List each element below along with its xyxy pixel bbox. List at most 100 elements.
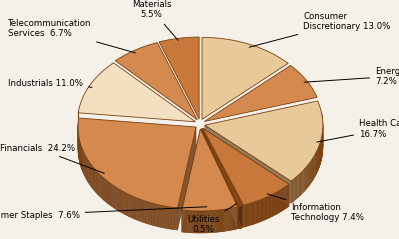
Polygon shape [271,195,272,217]
Polygon shape [196,211,197,233]
Text: Information
Technology 7.4%: Information Technology 7.4% [267,194,364,223]
Polygon shape [203,211,204,233]
Polygon shape [252,202,253,225]
Polygon shape [234,207,235,230]
Polygon shape [220,210,221,232]
Text: Telecommunication
Services  6.7%: Telecommunication Services 6.7% [8,19,135,53]
Polygon shape [230,208,231,230]
Polygon shape [87,158,88,181]
Polygon shape [214,210,215,232]
Polygon shape [203,128,289,206]
Polygon shape [258,200,259,223]
Polygon shape [300,172,302,195]
Polygon shape [244,205,245,227]
Polygon shape [314,154,315,177]
Polygon shape [140,199,143,222]
Polygon shape [278,191,279,213]
Polygon shape [317,148,318,172]
Text: Materials
5.5%: Materials 5.5% [132,0,178,40]
Polygon shape [105,179,107,203]
Polygon shape [160,205,163,228]
Polygon shape [202,38,288,120]
Polygon shape [225,209,226,231]
Polygon shape [80,143,81,167]
Polygon shape [229,208,230,230]
Polygon shape [118,188,120,212]
Polygon shape [316,151,317,175]
Polygon shape [253,202,254,224]
Polygon shape [286,186,287,208]
Polygon shape [319,144,320,168]
Polygon shape [201,211,202,233]
Polygon shape [273,194,274,216]
Polygon shape [260,200,261,222]
Polygon shape [215,210,216,232]
Polygon shape [138,198,140,221]
Polygon shape [237,207,238,229]
Polygon shape [315,153,316,176]
Polygon shape [256,201,257,223]
Polygon shape [307,165,308,188]
Polygon shape [218,210,219,232]
Polygon shape [294,178,295,201]
Polygon shape [115,187,118,210]
Polygon shape [265,197,266,220]
Polygon shape [200,211,201,233]
Polygon shape [127,194,130,217]
Polygon shape [262,199,263,221]
Polygon shape [172,207,174,230]
Polygon shape [295,177,296,200]
Polygon shape [211,211,212,233]
Polygon shape [203,128,289,205]
Polygon shape [287,185,288,208]
Polygon shape [310,161,311,184]
Polygon shape [168,207,172,229]
Polygon shape [103,178,105,201]
Polygon shape [320,140,321,163]
Polygon shape [185,210,186,232]
Polygon shape [113,185,115,209]
Polygon shape [275,193,276,215]
Polygon shape [292,179,294,202]
Polygon shape [79,139,80,163]
Polygon shape [199,211,200,233]
Polygon shape [85,156,87,179]
Polygon shape [90,163,91,187]
Polygon shape [81,145,82,169]
Polygon shape [178,127,196,230]
Polygon shape [221,210,222,232]
Polygon shape [207,211,209,233]
Polygon shape [247,204,248,226]
Polygon shape [84,153,85,178]
Polygon shape [205,211,206,233]
Polygon shape [223,209,224,232]
Text: Energy
7.2%: Energy 7.2% [304,67,399,86]
Polygon shape [261,199,262,221]
Polygon shape [190,211,192,233]
Polygon shape [245,204,246,227]
Polygon shape [174,208,178,230]
Polygon shape [163,206,166,228]
Polygon shape [246,204,247,226]
Polygon shape [91,165,93,189]
Polygon shape [182,210,183,232]
Polygon shape [98,173,99,196]
Polygon shape [277,191,278,214]
Polygon shape [285,186,286,209]
Polygon shape [264,198,265,220]
Polygon shape [268,196,269,219]
Polygon shape [212,211,213,233]
Polygon shape [182,129,200,232]
Polygon shape [201,129,239,228]
Polygon shape [201,129,243,228]
Polygon shape [272,194,273,217]
Polygon shape [183,210,184,232]
Polygon shape [78,63,196,122]
Polygon shape [267,197,268,219]
Polygon shape [231,208,232,230]
Text: Utilities
0.5%: Utilities 0.5% [187,204,236,234]
Polygon shape [109,182,111,206]
Polygon shape [305,167,306,190]
Polygon shape [257,201,258,223]
Polygon shape [205,125,291,203]
